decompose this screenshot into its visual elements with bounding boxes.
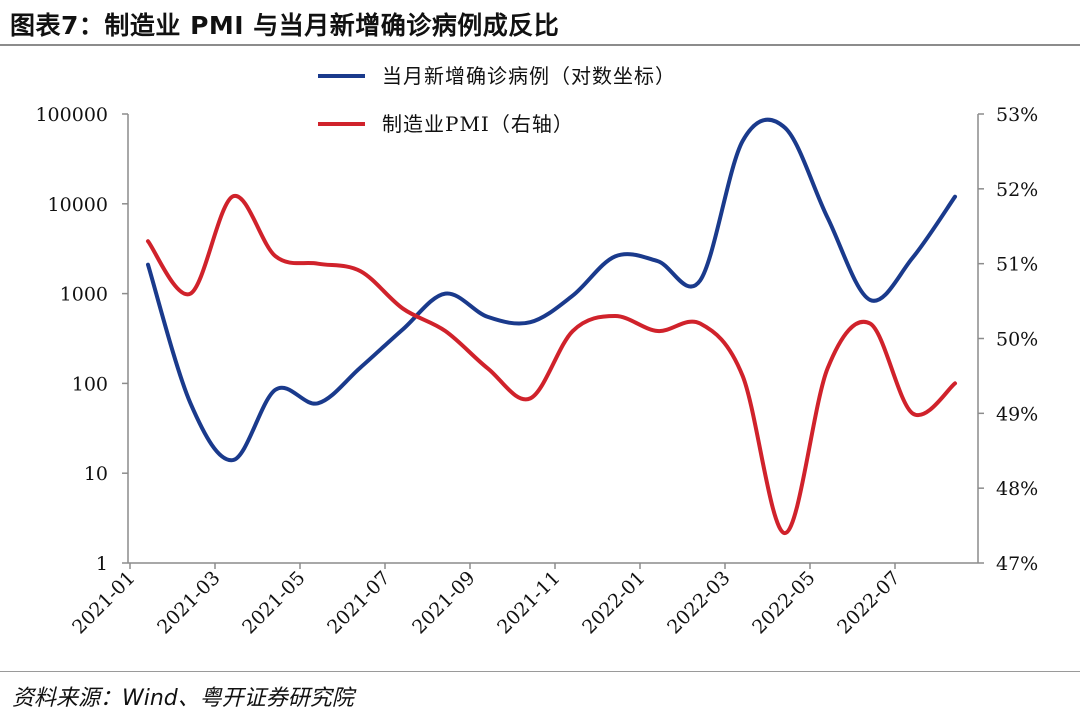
left-tick-label: 1000 (60, 284, 108, 306)
cases-series-line (146, 117, 957, 463)
right-tick-label: 50% (996, 329, 1038, 351)
legend-label-cases: 当月新增确诊病例（对数坐标） (382, 64, 676, 88)
left-tick-label: 100000 (35, 104, 108, 126)
pmi-data-point (742, 375, 743, 376)
left-tick-label: 100 (72, 373, 108, 395)
cases-data-point (912, 257, 913, 258)
pmi-data-point (402, 308, 403, 309)
x-tick-label: 2022-03 (663, 567, 734, 638)
right-tick-label: 49% (996, 403, 1038, 425)
axes: 1 10 100 1000 10000 100000 47% 48% 49% 50% 51% 52% 5… (35, 104, 1038, 638)
cases-data-point (657, 261, 658, 262)
source-note: 资料来源：Wind、粤开证券研究院 (12, 686, 354, 711)
x-tick-label: 2021-01 (68, 567, 139, 638)
pmi-data-point (445, 331, 446, 332)
legend: 当月新增确诊病例（对数坐标） 制造业PMI（右轴） (318, 64, 676, 136)
x-tick-label: 2021-03 (153, 567, 224, 638)
cases-data-point (232, 460, 233, 461)
left-tick-label: 10000 (48, 194, 108, 216)
pmi-data-point (487, 368, 488, 369)
x-tick-label: 2022-01 (578, 567, 649, 638)
right-tick-label: 51% (996, 254, 1038, 276)
pmi-data-point (232, 196, 233, 197)
pmi-data-point (870, 323, 871, 324)
left-tick-label: 10 (84, 463, 108, 485)
cases-data-point (785, 127, 786, 128)
title-divider (0, 44, 1080, 46)
footer-divider (0, 671, 1080, 672)
x-tick-label: 2021-05 (238, 567, 309, 638)
pmi-data-point (190, 293, 191, 294)
x-tick-label: 2021-07 (323, 567, 394, 638)
right-tick-label: 53% (996, 104, 1038, 126)
cases-data-point (700, 280, 701, 281)
pmi-data-point (275, 256, 276, 257)
x-tick-label: 2022-07 (833, 567, 904, 638)
cases-data-point (402, 329, 403, 330)
legend-label-pmi: 制造业PMI（右轴） (382, 112, 574, 136)
cases-data-point (572, 295, 573, 296)
cases-data-point (487, 316, 488, 317)
cases-data-point (317, 403, 318, 404)
cases-data-point (615, 256, 616, 257)
cases-data-point (360, 367, 361, 368)
pmi-data-point (317, 263, 318, 264)
x-tick-label: 2022-05 (748, 567, 819, 638)
pmi-data-point (572, 331, 573, 332)
pmi-data-point (912, 413, 913, 414)
x-tick-label: 2021-09 (408, 567, 479, 638)
cases-data-point (530, 322, 531, 323)
pmi-data-point (360, 271, 361, 272)
cases-data-point (870, 299, 871, 300)
right-tick-label: 48% (996, 478, 1038, 500)
cases-data-point (445, 293, 446, 294)
pmi-data-point (615, 316, 616, 317)
right-tick-label: 47% (996, 553, 1038, 575)
cases-data-point (148, 264, 149, 265)
right-tick-label: 52% (996, 179, 1038, 201)
page-title: 图表7：制造业 PMI 与当月新增确诊病例成反比 (10, 11, 560, 40)
pmi-data-point (955, 383, 956, 384)
pmi-data-point (657, 331, 658, 332)
left-tick-label: 1 (96, 553, 108, 575)
cases-data-point (742, 141, 743, 142)
pmi-series-line (146, 194, 957, 536)
pmi-data-point (700, 323, 701, 324)
cases-data-point (955, 196, 956, 197)
pmi-data-point (785, 533, 786, 534)
pmi-data-point (827, 368, 828, 369)
cases-data-point (275, 389, 276, 390)
series-lines (146, 117, 957, 536)
x-tick-label: 2021-11 (493, 567, 564, 638)
cases-data-point (827, 217, 828, 218)
pmi-data-point (530, 398, 531, 399)
pmi-data-point (148, 241, 149, 242)
cases-data-point (190, 403, 191, 404)
